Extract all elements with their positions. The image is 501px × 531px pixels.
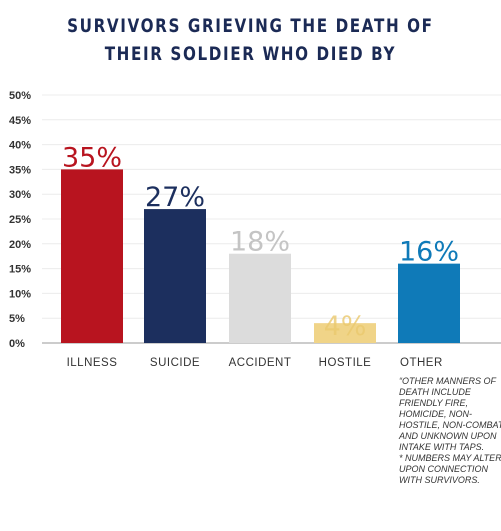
- data-label-suicide: 27%: [145, 182, 205, 213]
- chart-title: SURVIVORS GRIEVING THE DEATH OF THEIR SO…: [50, 12, 451, 68]
- data-label-accident: 18%: [230, 227, 290, 258]
- y-tick-label: 45%: [9, 115, 31, 127]
- category-label-other: OTHER: [400, 357, 443, 369]
- bar-other: [398, 263, 460, 343]
- y-tick-label: 20%: [9, 239, 31, 251]
- y-tick-label: 10%: [9, 288, 31, 300]
- bar-accident: [229, 253, 291, 343]
- footnote: “Other manners of death include friendly…: [399, 376, 501, 485]
- bar-suicide: [144, 209, 206, 343]
- y-tick-label: 40%: [9, 140, 31, 152]
- y-tick-label: 5%: [9, 313, 25, 325]
- y-tick-label: 35%: [9, 164, 31, 176]
- bar-hostile: [314, 323, 376, 343]
- y-tick-label: 15%: [9, 264, 31, 276]
- y-tick-label: 25%: [9, 214, 31, 226]
- data-label-other: 16%: [399, 237, 459, 268]
- data-label-hostile: 4%: [324, 311, 367, 342]
- chart-title-line-2: THEIR SOLDIER WHO DIED BY: [104, 43, 397, 65]
- category-label-hostile: HOSTILE: [319, 357, 372, 369]
- category-label-accident: ACCIDENT: [229, 357, 292, 369]
- y-tick-label: 30%: [9, 189, 31, 201]
- category-label-suicide: SUICIDE: [150, 357, 200, 369]
- y-tick-label: 50%: [9, 90, 31, 102]
- data-label-illness: 35%: [62, 142, 122, 173]
- chart-title-line-1: SURVIVORS GRIEVING THE DEATH OF: [67, 15, 434, 37]
- y-tick-label: 0%: [9, 338, 25, 350]
- category-label-illness: ILLNESS: [67, 357, 118, 369]
- bar-illness: [61, 169, 123, 343]
